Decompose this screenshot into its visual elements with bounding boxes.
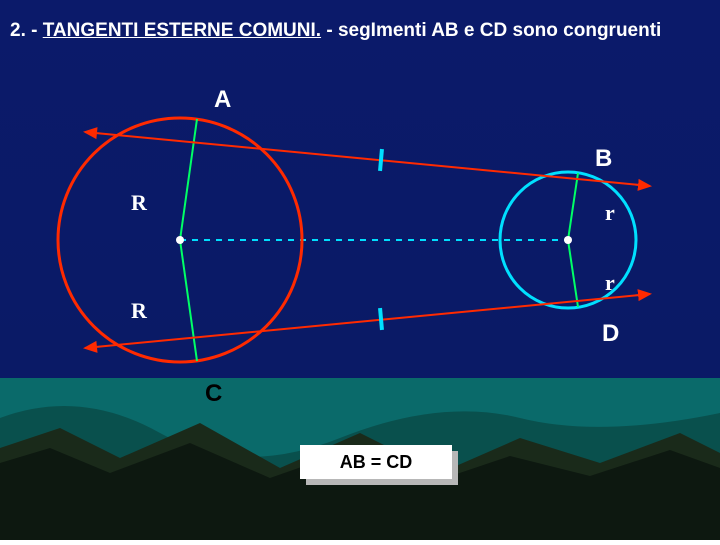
formula-text: AB = CD xyxy=(340,452,413,473)
label-A: A xyxy=(214,86,231,114)
label-B: B xyxy=(595,145,612,173)
label-R-bottom: R xyxy=(131,298,147,324)
label-C: C xyxy=(205,380,222,408)
formula-box: AB = CD xyxy=(300,445,452,479)
header-title: 2. - TANGENTI ESTERNE COMUNI. - segIment… xyxy=(10,20,661,42)
label-r-top: r xyxy=(605,200,615,226)
label-R-top: R xyxy=(131,190,147,216)
header-prefix: 2. - xyxy=(10,20,43,41)
label-D: D xyxy=(602,320,619,348)
header-rest: - segImenti AB e CD sono congruenti xyxy=(321,20,661,41)
header-underlined: TANGENTI ESTERNE COMUNI. xyxy=(43,20,321,41)
label-r-bottom: r xyxy=(605,270,615,296)
